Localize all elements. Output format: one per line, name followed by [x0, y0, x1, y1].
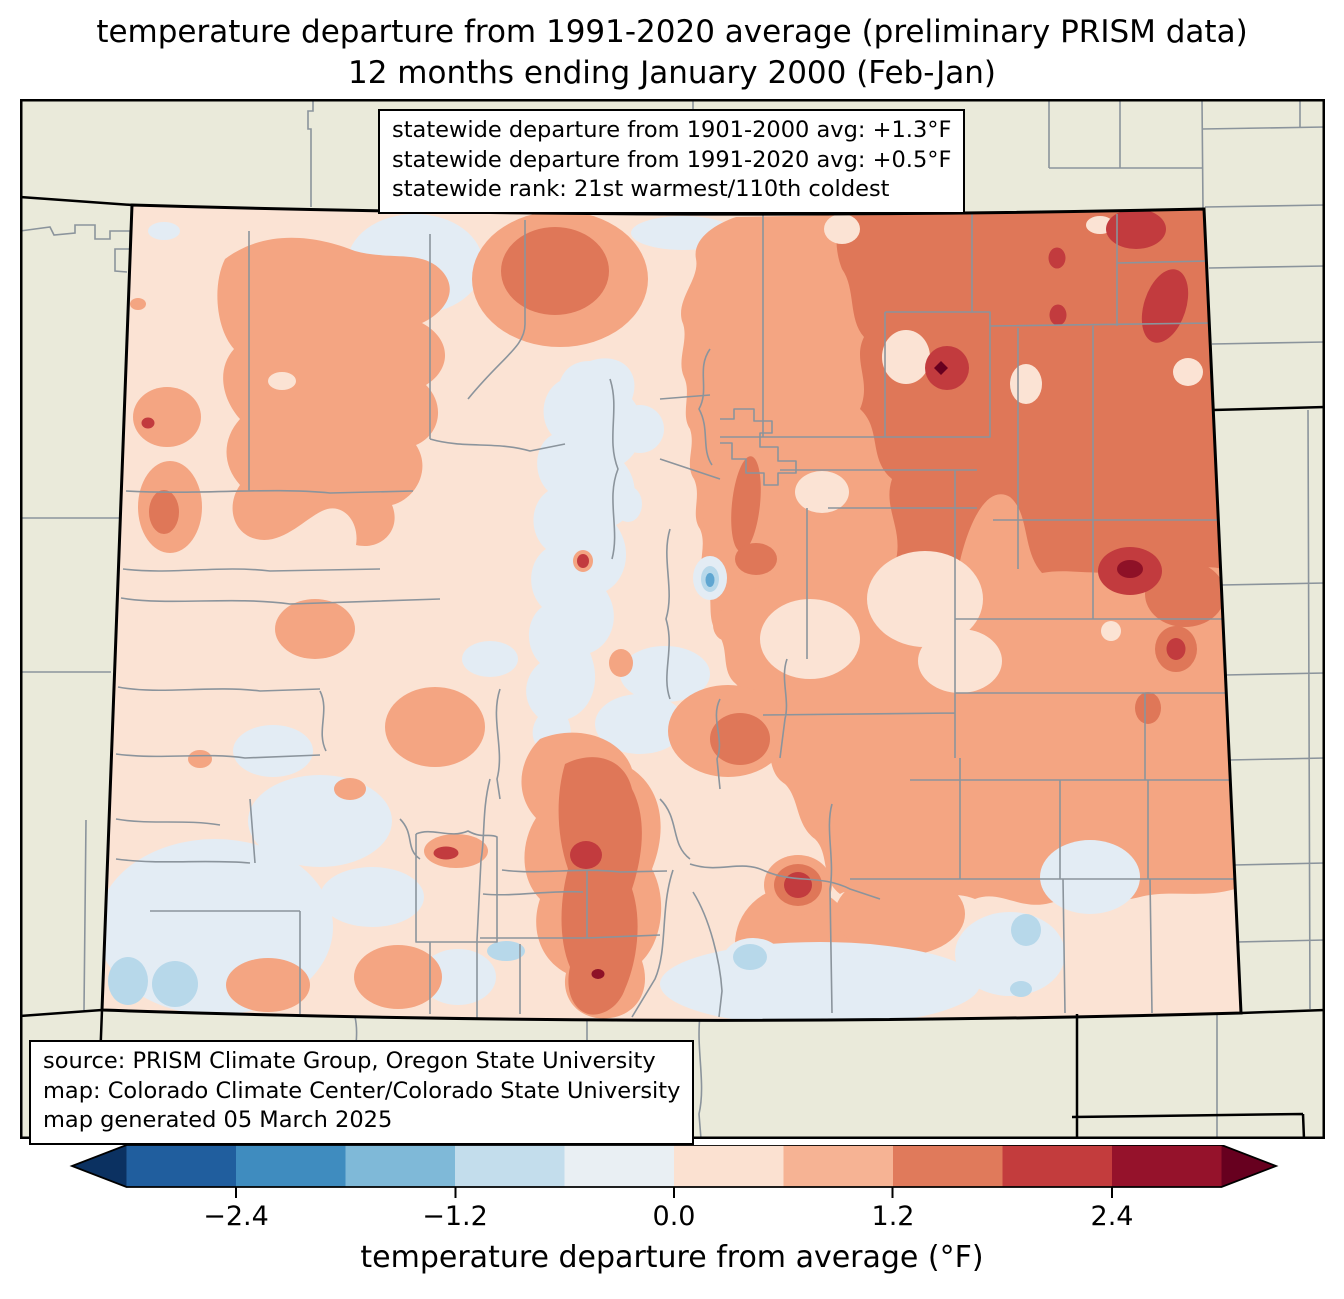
tick-label: 1.2 [871, 1201, 915, 1232]
map-panel: statewide departure from 1901-2000 avg: … [20, 99, 1325, 1145]
source-line-2: map: Colorado Climate Center/Colorado St… [43, 1077, 681, 1104]
stats-line-3: statewide rank: 21st warmest/110th colde… [392, 176, 890, 202]
tick-label: −2.4 [203, 1201, 269, 1232]
dark-red-cores [591, 560, 1143, 979]
anomaly-field [102, 209, 1241, 1021]
source-box: source: PRISM Climate Group, Oregon Stat… [29, 1040, 695, 1145]
source-line-3: map generated 05 March 2025 [43, 1107, 393, 1133]
maroon-core [934, 361, 948, 375]
hotspot-north-border [1106, 209, 1166, 249]
neighbor-county-lines [20, 99, 1325, 1139]
denver-metro-lines [720, 408, 797, 486]
hotspot-san-juan [433, 846, 459, 860]
colorbar: −2.4 −1.2 0.0 1.2 2.4 temperature depart… [0, 1144, 1344, 1299]
colorbar-outline [69, 1144, 1279, 1188]
colorbar-axis-label: temperature departure from average (°F) [360, 1240, 984, 1275]
title-line-2: 12 months ending January 2000 (Feb-Jan) [347, 55, 996, 91]
hotspot-northwest-border [141, 417, 155, 429]
tick-label: 2.4 [1090, 1201, 1134, 1232]
colorado-anomaly-map [20, 99, 1325, 1139]
colorbar-over-arrow [1221, 1145, 1276, 1187]
cool-cores-south [487, 566, 1041, 997]
hotspot-huerfano [784, 872, 812, 898]
colorbar-svg [69, 1144, 1279, 1198]
figure-title: temperature departure from 1991-2020 ave… [0, 12, 1344, 94]
stats-line-2: statewide departure from 1991-2020 avg: … [392, 146, 952, 173]
tick-label: 0.0 [652, 1201, 696, 1232]
stats-box: statewide departure from 1901-2000 avg: … [378, 109, 966, 214]
county-lines [115, 214, 1241, 1020]
light-blue-regions [108, 957, 198, 1007]
tick-label: −1.2 [422, 1201, 488, 1232]
colorbar-tick-marks [235, 1187, 1113, 1198]
pale-holes [268, 214, 1203, 693]
western-county-lines [115, 220, 721, 1014]
source-line-1: source: PRISM Climate Group, Oregon Stat… [43, 1048, 656, 1074]
grand-lake-core [705, 573, 715, 587]
colorbar-segments [126, 1145, 1223, 1187]
san-luis-valley-lines [476, 698, 881, 1020]
stats-line-1: statewide departure from 1901-2000 avg: … [392, 117, 952, 143]
title-line-1: temperature departure from 1991-2020 ave… [96, 14, 1248, 50]
plains-county-lines [720, 214, 1241, 1014]
colorbar-under-arrow [72, 1145, 127, 1187]
hotspot-san-luis-valley [570, 841, 602, 869]
